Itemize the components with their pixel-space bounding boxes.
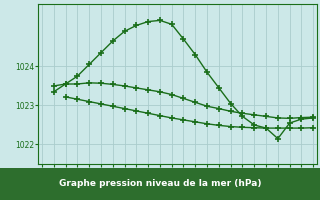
Text: Graphe pression niveau de la mer (hPa): Graphe pression niveau de la mer (hPa)	[59, 180, 261, 188]
